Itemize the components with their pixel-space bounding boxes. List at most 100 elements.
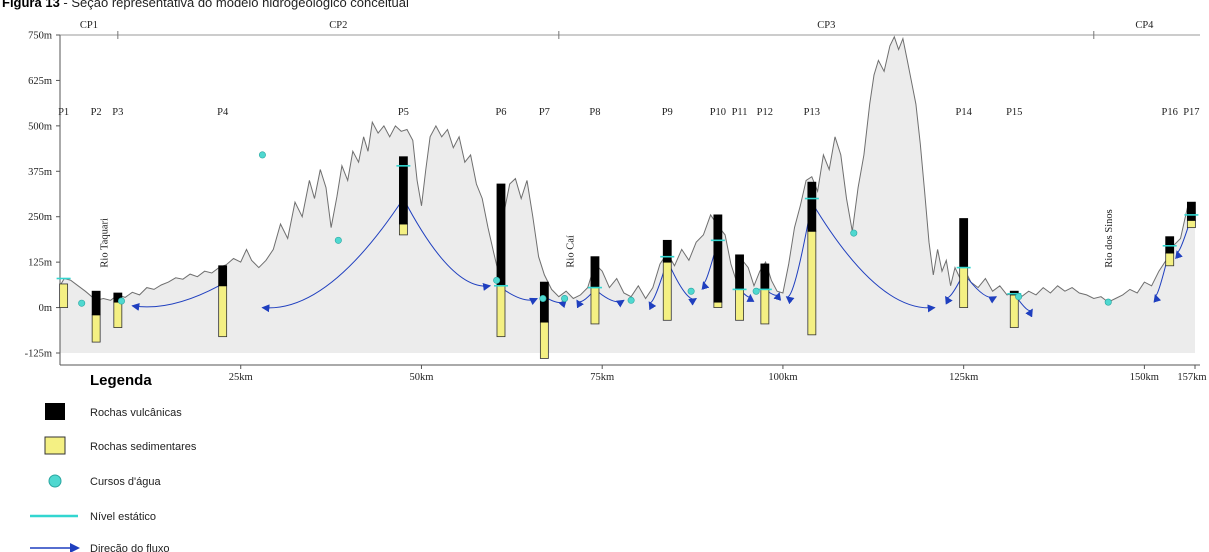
well-label: P5: [398, 107, 409, 118]
flow-arrow: [261, 198, 404, 313]
well-volcanic-segment: [1186, 201, 1196, 221]
figure-caption: Figura 13 - Seção representativa do mode…: [2, 0, 409, 10]
well-sediment-segment: [735, 288, 744, 321]
stream-marker: [752, 287, 760, 295]
terrain-fill: [60, 36, 1195, 354]
stream-marker: [334, 236, 342, 244]
stream-marker: [258, 151, 266, 159]
figure-caption-text: - Seção representativa do modelo hidroge…: [59, 0, 409, 10]
y-tick-label: 625m: [28, 76, 52, 87]
stream-marker: [561, 294, 569, 302]
y-tick-label: 375m: [28, 167, 52, 178]
well-volcanic-segment: [590, 256, 600, 288]
well-label: P10: [710, 107, 726, 118]
well-volcanic-segment: [807, 181, 817, 232]
legend-flow-label: Direção do fluxo: [90, 543, 170, 552]
legend-title: Legenda: [90, 372, 152, 389]
well-sediment-segment: [218, 285, 228, 338]
well-label: P8: [589, 107, 600, 118]
legend-volcanic-label: Rochas vulcânicas: [90, 407, 182, 419]
well-volcanic-segment: [662, 239, 672, 263]
y-tick-label: 125m: [28, 258, 52, 269]
well-volcanic-segment: [735, 254, 744, 290]
y-tick-label: 250m: [28, 212, 52, 223]
figure-caption-label: Figura 13: [2, 0, 60, 10]
well-label: P13: [804, 107, 820, 118]
well-sediment-segment: [1186, 219, 1196, 229]
stream-marker: [78, 299, 86, 307]
well-label: P4: [217, 107, 229, 118]
legend: Legenda Rochas vulcânicas Rochas sedimen…: [30, 372, 197, 552]
section-labels: CP1 CP2 CP3 CP4: [80, 20, 1154, 39]
x-tick-label: 100km: [768, 372, 797, 383]
well-sediment-segment: [713, 301, 723, 308]
well-label: P17: [1183, 107, 1199, 118]
well-label: P15: [1006, 107, 1022, 118]
section-label: CP2: [329, 20, 347, 31]
section-label: CP1: [80, 20, 98, 31]
well-sediment-segment: [539, 321, 549, 359]
x-tick-label: 157km: [1177, 372, 1206, 383]
y-tick-label: 500m: [28, 121, 52, 132]
well-label: P3: [112, 107, 123, 118]
well-volcanic-segment: [539, 281, 549, 323]
well-sediment-segment: [113, 301, 123, 328]
well-volcanic-segment: [760, 263, 770, 290]
well-sediment-segment: [91, 314, 101, 343]
well-volcanic-segment: [496, 183, 506, 287]
well-label: P2: [91, 107, 102, 118]
well-volcanic-segment: [91, 290, 101, 316]
stream-marker: [687, 287, 695, 295]
well-sediment-segment: [496, 285, 506, 338]
well-volcanic-segment: [218, 265, 228, 287]
well-label: P7: [539, 107, 550, 118]
well-label: P16: [1162, 107, 1178, 118]
volcanic-swatch: [45, 403, 65, 420]
x-tick-label: 75km: [590, 372, 614, 383]
stream-swatch: [48, 474, 62, 488]
well-label: P1: [58, 107, 69, 118]
x-axis-ticks: 25km 50km 75km 100km 125km 150km 157km: [229, 365, 1207, 383]
stream-marker: [1104, 298, 1112, 306]
stream-marker: [117, 297, 125, 305]
section-axes: [59, 34, 1200, 366]
river-label: Rio Caí: [566, 235, 577, 267]
stream-marker: [850, 229, 858, 237]
section-label: CP3: [817, 20, 835, 31]
x-tick-label: 25km: [229, 372, 253, 383]
legend-sediment-label: Rochas sedimentares: [90, 441, 197, 453]
terrain-profile: [59, 35, 1196, 354]
x-tick-label: 150km: [1130, 372, 1159, 383]
y-tick-label: 750m: [28, 31, 52, 42]
section-label: CP4: [1135, 20, 1154, 31]
well-sediment-segment: [1165, 252, 1175, 267]
well-label: P12: [757, 107, 773, 118]
x-tick-label: 50km: [410, 372, 434, 383]
well-volcanic-segment: [1165, 236, 1175, 254]
y-axis-ticks: 750m 625m 500m 375m 250m 125m 0m -125m: [25, 31, 60, 360]
well-sediment-segment: [760, 288, 770, 325]
flow-direction-arrowhead: [70, 543, 80, 552]
stream-marker: [1015, 293, 1023, 301]
stream-marker: [493, 276, 501, 284]
y-tick-label: -125m: [25, 349, 52, 360]
stream-marker: [539, 294, 547, 302]
well-volcanic-segment: [959, 218, 969, 268]
x-tick-label: 125km: [949, 372, 978, 383]
well-volcanic-segment: [398, 156, 408, 225]
river-label: Rio dos Sinos: [1104, 209, 1115, 267]
well-label: P11: [732, 107, 748, 118]
flow-arrow: [402, 198, 492, 291]
legend-static-level-label: Nível estático: [90, 511, 156, 523]
y-tick-label: 0m: [39, 303, 52, 314]
stream-marker: [627, 296, 635, 304]
well-label: P6: [495, 107, 506, 118]
terrain-surface-line: [59, 35, 1196, 303]
streams: [78, 151, 1112, 307]
legend-stream-label: Cursos d'água: [90, 476, 161, 488]
flow-arrow: [131, 285, 220, 311]
well-label: P14: [955, 107, 972, 118]
well-label: P9: [662, 107, 673, 118]
